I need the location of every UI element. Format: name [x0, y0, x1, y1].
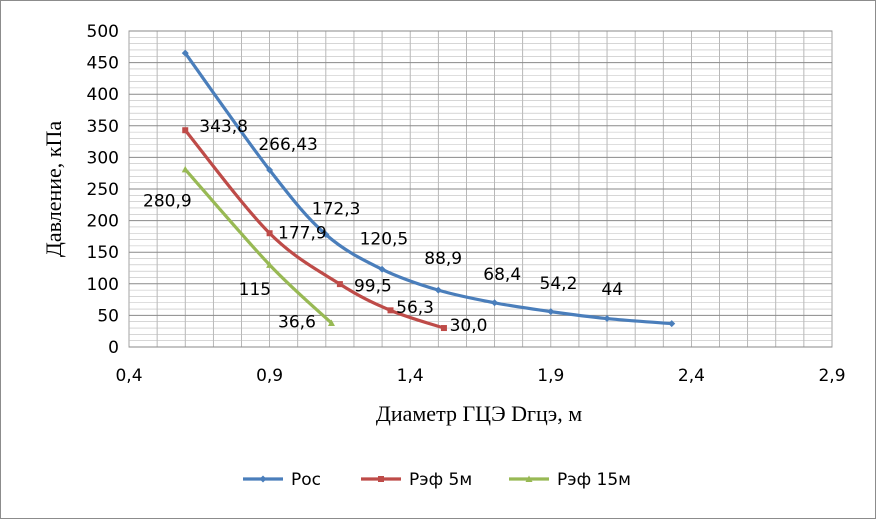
- data-point: [322, 231, 330, 239]
- y-tick-label: 350: [87, 117, 119, 137]
- data-point: [434, 286, 442, 294]
- data-label: 115: [239, 280, 271, 300]
- data-point: [182, 127, 189, 134]
- data-point: [668, 320, 676, 328]
- data-label: 44: [601, 280, 623, 300]
- y-axis-ticks: 0 50 100 150 200 250 300 350 400 450 500: [87, 22, 119, 358]
- data-point: [603, 315, 611, 323]
- x-tick-label: 1,4: [397, 366, 424, 386]
- y-tick-label: 100: [87, 275, 119, 295]
- data-label: 56,3: [396, 298, 434, 318]
- y-tick-label: 200: [87, 212, 119, 232]
- data-point: [387, 307, 394, 314]
- x-axis-title: Диаметр ГЦЭ Dгцэ, м: [376, 401, 582, 426]
- data-label: 88,9: [424, 249, 462, 269]
- x-tick-label: 1,9: [537, 366, 564, 386]
- legend-label: Рэф 15м: [557, 470, 631, 490]
- series-line-1: [183, 128, 446, 330]
- y-tick-label: 500: [87, 22, 119, 42]
- x-tick-label: 2,4: [678, 366, 705, 386]
- y-tick-label: 300: [87, 148, 119, 168]
- data-label: 68,4: [483, 265, 521, 285]
- legend-marker: [525, 475, 533, 482]
- data-label: 120,5: [360, 230, 409, 250]
- data-point: [491, 299, 499, 307]
- data-point: [378, 265, 386, 273]
- data-label: 172,3: [312, 199, 361, 219]
- y-tick-label: 400: [87, 85, 119, 105]
- data-label: 54,2: [540, 274, 578, 294]
- data-point: [266, 166, 274, 174]
- data-point: [440, 325, 447, 332]
- x-tick-label: 0,4: [115, 366, 142, 386]
- data-label: 177,9: [278, 223, 327, 243]
- data-point: [266, 230, 273, 237]
- y-tick-label: 450: [87, 54, 119, 74]
- data-label: 30,0: [450, 316, 488, 336]
- grid: [128, 30, 833, 348]
- x-tick-label: 0,9: [256, 366, 283, 386]
- y-tick-label: 0: [108, 338, 119, 358]
- y-tick-label: 50: [97, 306, 119, 326]
- data-point: [181, 165, 189, 173]
- data-label: 266,43: [258, 135, 317, 155]
- data-point: [547, 308, 555, 316]
- series-group: [181, 49, 676, 332]
- data-label: 36,6: [278, 312, 316, 332]
- data-label: 99,5: [354, 276, 392, 296]
- legend-label: Рос: [291, 470, 321, 490]
- data-labels: 343,8 266,43 280,9 172,3 177,9 120,5 88,9 68,4 5…: [143, 117, 623, 336]
- data-label: 343,8: [199, 117, 248, 137]
- data-point: [266, 261, 274, 268]
- data-point: [181, 49, 189, 57]
- data-point: [327, 319, 335, 326]
- legend-label: Рэф 5м: [409, 470, 472, 490]
- x-tick-label: 2,9: [818, 366, 845, 386]
- y-tick-label: 150: [87, 243, 119, 263]
- legend: Рос Рэф 5м Рэф 15м: [243, 470, 631, 490]
- data-label: 280,9: [143, 192, 192, 212]
- legend-marker: [259, 475, 267, 483]
- data-point: [336, 281, 343, 288]
- y-tick-label: 250: [87, 180, 119, 200]
- legend-marker: [378, 476, 384, 482]
- x-axis-ticks: 0,4 0,9 1,4 1,9 2,4 2,9: [115, 366, 845, 386]
- y-axis-title: Давление, кПа: [41, 121, 66, 258]
